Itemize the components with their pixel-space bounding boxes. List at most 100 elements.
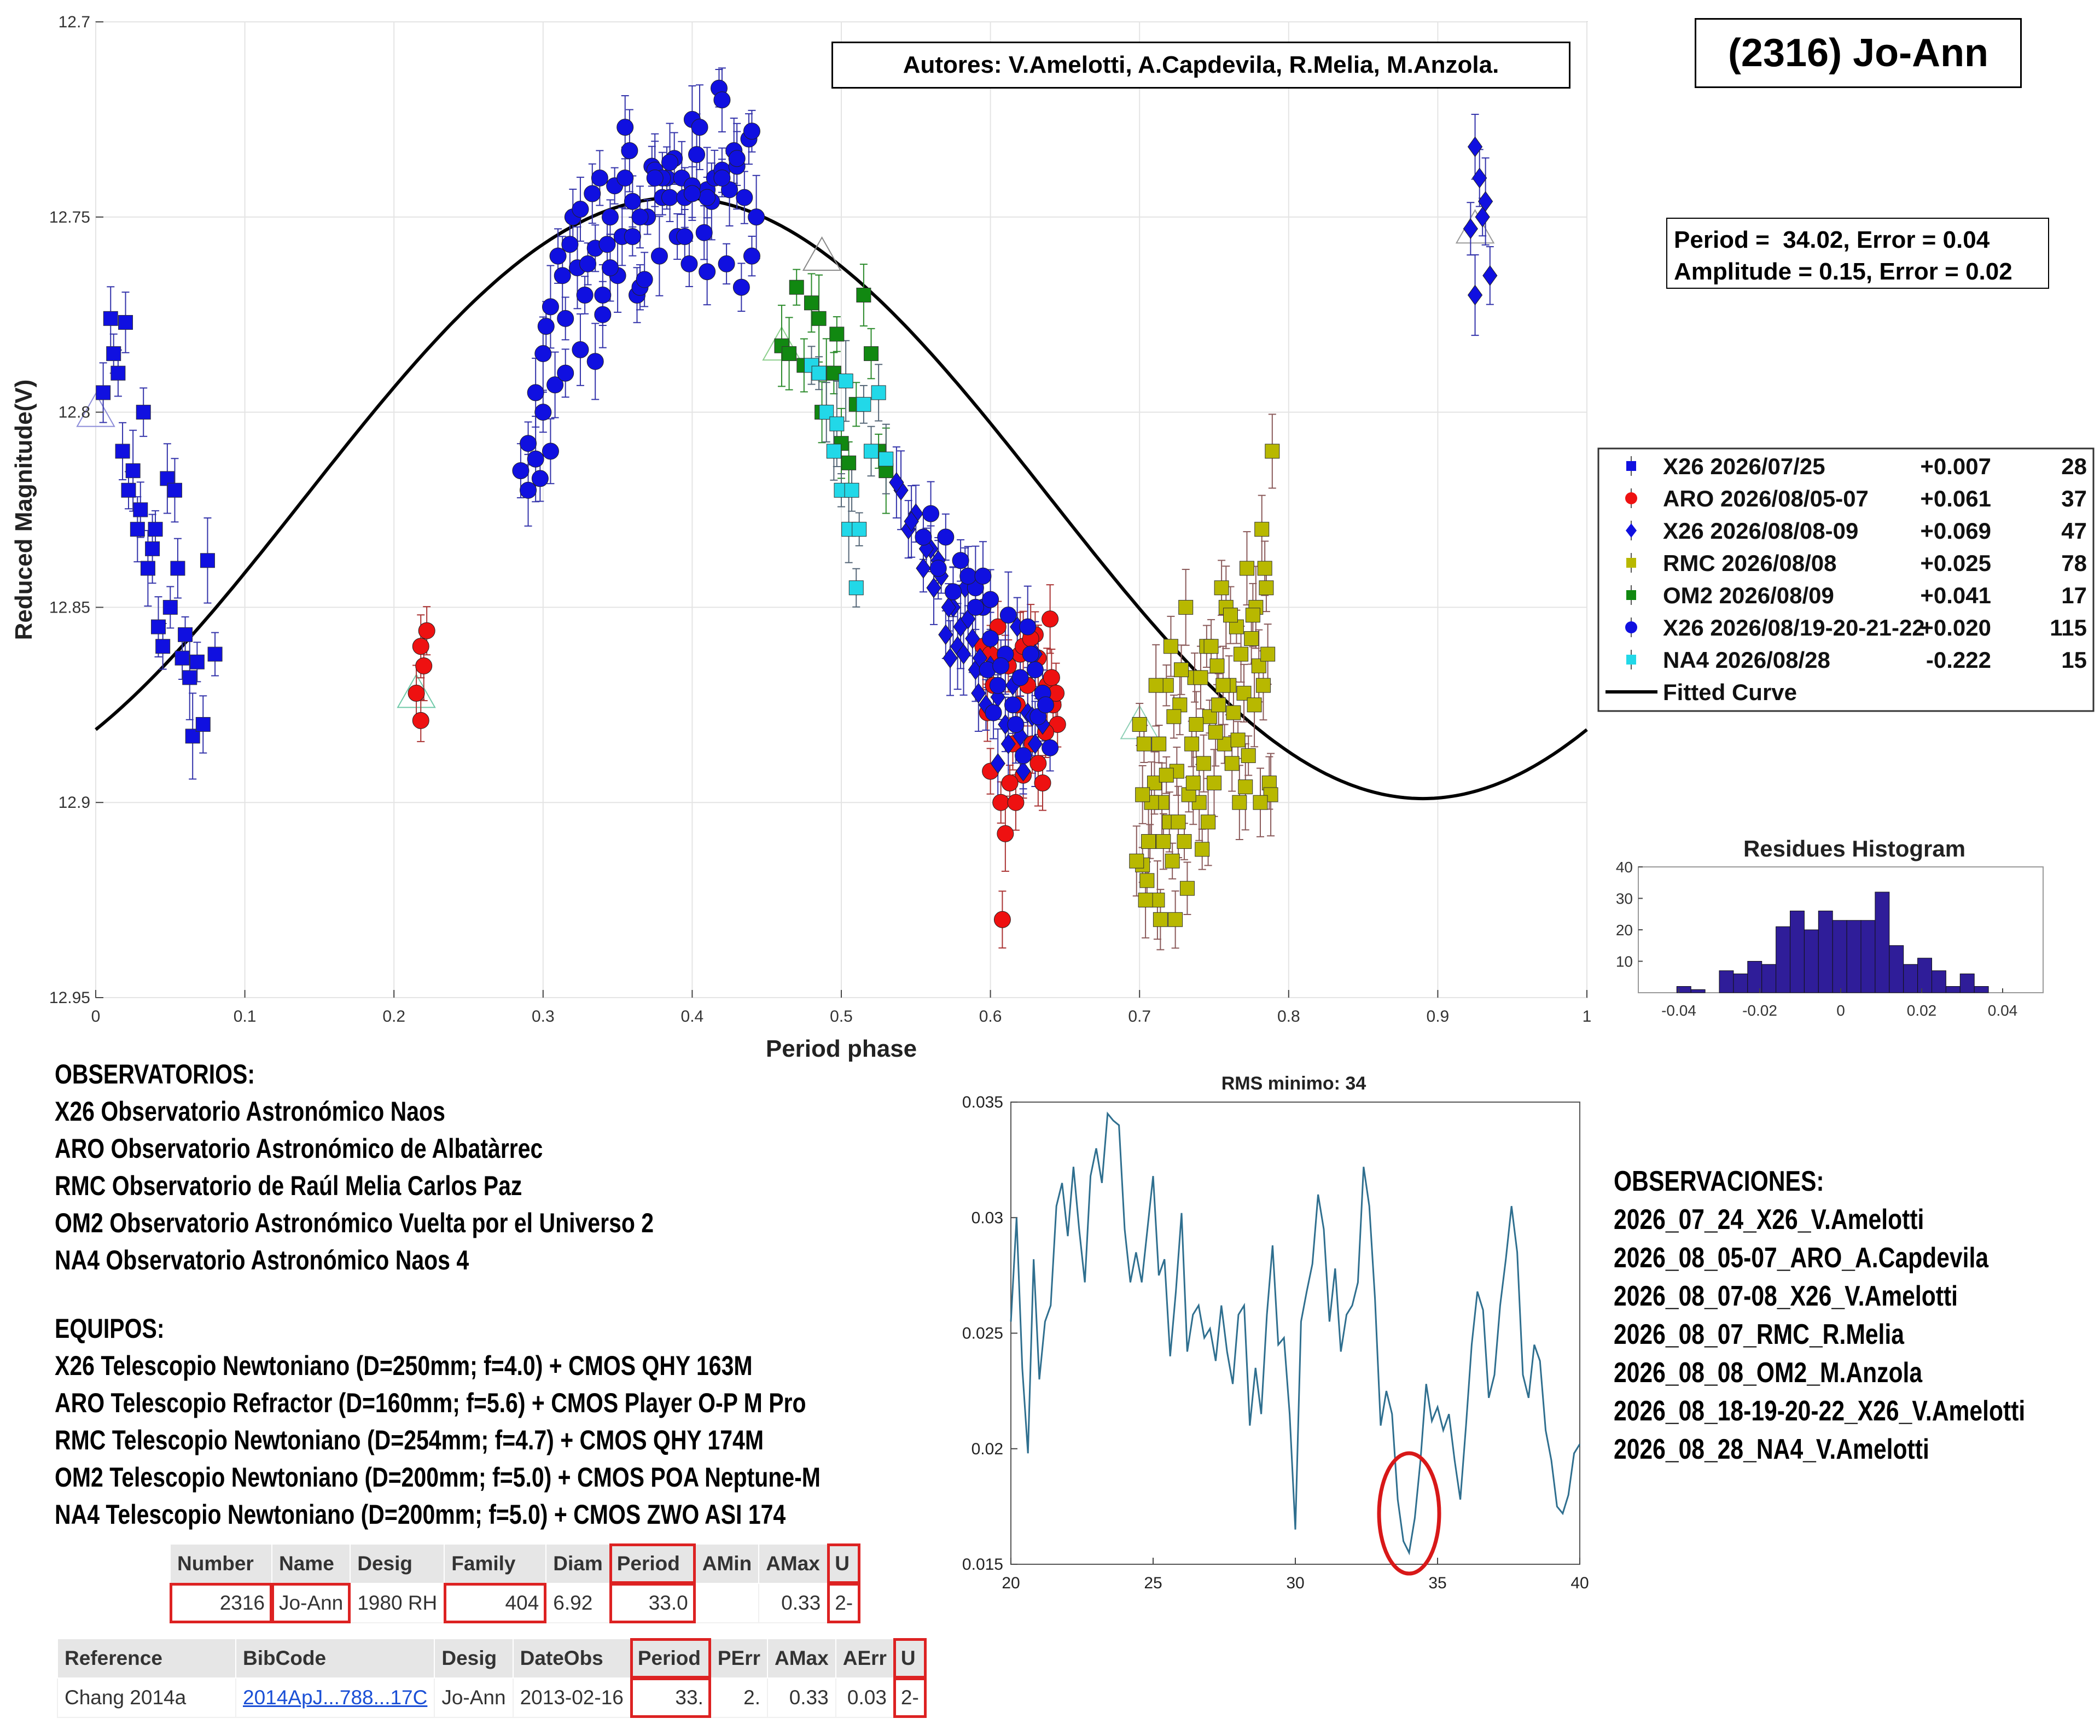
rms-plot: RMS minimo: 34 20 25 30 35 40 0.015 0.02 0.025 0… [962, 1073, 1589, 1592]
data-point [1208, 725, 1223, 740]
legend-marker [1625, 492, 1637, 504]
data-point [1166, 709, 1182, 724]
bibcode-link[interactable]: 2014ApJ...788...17C [243, 1686, 428, 1709]
legend-label: RMC 2026/08/08 [1663, 550, 1837, 576]
data-point [110, 365, 126, 381]
data-point [743, 123, 760, 140]
legend-label: Fitted Curve [1663, 679, 1797, 705]
observatorios-line: NA4 Observatorio Astronómico Naos 4 [55, 1245, 469, 1275]
data-point [542, 298, 559, 316]
data-point [829, 416, 845, 432]
data-point [1043, 669, 1060, 686]
data-point [728, 150, 746, 167]
data-point [572, 201, 589, 218]
rms-y-tick-label: 0.025 [962, 1325, 1003, 1343]
observatorios-line: OM2 Observatorio Astronómico Vuelta por … [55, 1208, 654, 1238]
data-point [174, 650, 190, 666]
data-point [811, 365, 827, 381]
data-point [844, 482, 859, 498]
x-tick-label: 0.6 [979, 1007, 1002, 1026]
data-point [1026, 661, 1044, 679]
legend-offset: +0.061 [1920, 486, 1991, 511]
data-point [418, 622, 435, 639]
legend-label: NA4 2026/08/28 [1663, 647, 1830, 673]
legend-count: 37 [2061, 486, 2087, 511]
x-tick-label: 0 [91, 1007, 101, 1026]
data-point [680, 255, 698, 272]
data-point [1178, 599, 1194, 615]
data-point [1207, 776, 1221, 791]
table-cell: Jo-Ann [434, 1677, 514, 1718]
data-point [1244, 631, 1259, 646]
data-point [699, 263, 716, 281]
y-tick-label: 12.7 [59, 13, 90, 31]
data-point [549, 247, 567, 265]
data-point [520, 435, 537, 452]
data-point [1255, 678, 1271, 693]
data-point [938, 624, 953, 645]
table-cell: 0.03 [835, 1677, 894, 1718]
data-point [676, 228, 694, 245]
histogram-x-tick-label: -0.02 [1742, 1002, 1777, 1019]
observaciones-line: 2026_08_18-19-20-22_X26_V.Amelotti [1614, 1395, 2026, 1427]
rms-y-tick-label: 0.02 [972, 1440, 1003, 1458]
y-tick-label: 12.75 [49, 208, 90, 226]
residues-histogram: Residues Histogram -0.04 -0.02 0 0.02 0.04 10… [1616, 836, 2044, 1019]
data-point [743, 247, 760, 265]
legend-count: 17 [2061, 582, 2087, 608]
data-point [1253, 795, 1268, 810]
data-point [601, 259, 619, 277]
histogram-x-tick-label: 0.02 [1907, 1002, 1937, 1019]
table-cell[interactable]: 2014ApJ...788...17C [235, 1677, 435, 1718]
data-point [695, 224, 713, 241]
rms-x-tick-label: 30 [1286, 1574, 1304, 1592]
legend-marker [1626, 461, 1636, 471]
table-cell: 33. [630, 1677, 711, 1718]
observaciones-line: 2026_08_05-07_ARO_A.Capdevila [1614, 1242, 1989, 1274]
histogram-bar [1761, 964, 1777, 993]
data-point [718, 255, 735, 272]
data-point [683, 185, 701, 202]
rms-plot-area [1010, 1102, 1580, 1565]
data-point [1241, 748, 1256, 764]
table-header: Desig [434, 1638, 514, 1679]
table-cell [694, 1583, 760, 1623]
legend-count: 47 [2061, 518, 2087, 544]
data-point [1472, 167, 1487, 189]
histogram-y-tick-label: 20 [1616, 922, 1633, 939]
data-point [1201, 814, 1216, 830]
table-header: Period [630, 1638, 711, 1679]
histogram-bar [1747, 961, 1762, 993]
data-point [1153, 912, 1168, 927]
data-point [520, 481, 537, 499]
data-point [115, 444, 130, 459]
data-point [1171, 814, 1186, 830]
observatorios-line: RMC Observatorio de Raúl Melia Carlos Pa… [55, 1170, 522, 1201]
rms-x-tick-label: 25 [1144, 1574, 1162, 1592]
light-curve-ticks: 0 0.1 0.2 0.3 0.4 0.5 0.6 0.7 0.8 0.9 1 12.7 12.75 12… [49, 13, 1591, 1026]
data-point [1254, 522, 1270, 537]
data-point [804, 295, 819, 311]
data-point [1203, 639, 1219, 654]
legend-count: 28 [2061, 453, 2087, 479]
data-point [856, 288, 871, 303]
data-point [601, 208, 619, 226]
observaciones-section: OBSERVACIONES: 2026_07_24_X26_V.Amelotti… [1614, 1162, 2095, 1469]
legend-offset: +0.069 [1920, 518, 1991, 544]
fit-results-box: Period = 34.02, Error = 0.04 Amplitude =… [1666, 218, 2049, 289]
table-header-row: Number Name Desig Family Diam Period AMi… [170, 1543, 861, 1584]
data-point [1034, 774, 1051, 792]
legend-count: 15 [2061, 647, 2087, 673]
data-point [1195, 842, 1210, 857]
data-point [557, 364, 574, 382]
data-point [195, 716, 211, 732]
data-point [1015, 761, 1031, 782]
data-point [542, 442, 559, 460]
table-cell: Chang 2014a [57, 1677, 236, 1718]
data-point [512, 462, 530, 480]
lcdb-summary-table: Number Name Desig Family Diam Period AMi… [170, 1543, 861, 1623]
data-point [1179, 881, 1195, 896]
observaciones-line: 2026_08_07-08_X26_V.Amelotti [1614, 1280, 1958, 1312]
data-point [1232, 795, 1247, 810]
